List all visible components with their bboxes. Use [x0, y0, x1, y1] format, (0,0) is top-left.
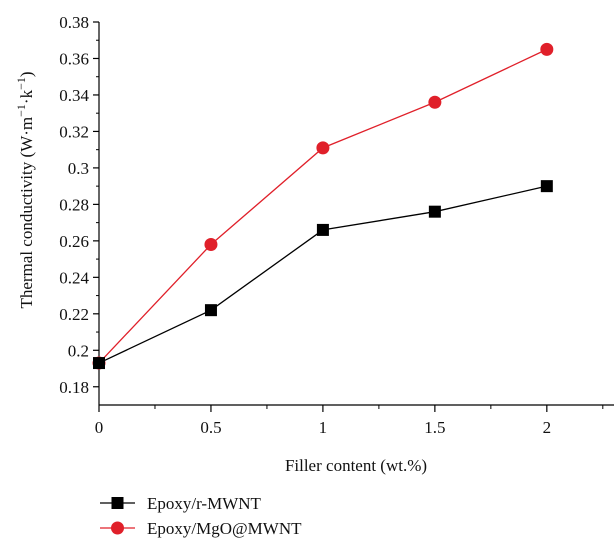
- y-tick-label: 0.32: [59, 122, 89, 141]
- legend: Epoxy/r-MWNT Epoxy/MgO@MWNT: [100, 494, 302, 538]
- y-tick-label: 0.36: [59, 49, 89, 68]
- y-axis-title-end: ): [17, 71, 36, 77]
- legend-label-mgo-mwnt: Epoxy/MgO@MWNT: [147, 519, 302, 538]
- legend-marker-circle: [111, 521, 124, 535]
- data-point-circle: [540, 42, 554, 56]
- legend-marker-square: [111, 497, 124, 509]
- y-axis-title-sup2: −1: [14, 77, 28, 90]
- x-tick-label: 2: [543, 418, 552, 437]
- data-point-circle: [316, 141, 330, 155]
- y-tick-label: 0.18: [59, 378, 89, 397]
- data-point-square: [204, 304, 217, 317]
- y-tick-label: 0.2: [68, 341, 89, 360]
- data-series: [92, 42, 554, 370]
- series-line-mgo-mwnt: [98, 48, 548, 364]
- y-tick-label: 0.28: [59, 195, 89, 214]
- y-tick-label: 0.3: [68, 159, 89, 178]
- series-line-r-mwnt: [98, 185, 547, 364]
- x-axis-title: Filler content (wt.%): [285, 456, 427, 475]
- y-axis-title-sup1: −1: [14, 104, 28, 117]
- y-axis-title: Thermal conductivity (W·m−1·k−1): [14, 71, 36, 308]
- data-point-square: [540, 180, 553, 193]
- x-tick-label: 1.5: [424, 418, 445, 437]
- y-tick-label: 0.26: [59, 232, 89, 251]
- data-point-square: [316, 223, 329, 236]
- data-point-square: [428, 205, 441, 218]
- data-point-square: [93, 357, 105, 370]
- data-point-circle: [428, 95, 442, 109]
- y-tick-label: 0.24: [59, 268, 89, 287]
- legend-label-r-mwnt: Epoxy/r-MWNT: [147, 494, 262, 513]
- y-tick-label: 0.38: [59, 13, 89, 32]
- axes: 0.18 0.2 0.22 0.24 0.26 0.28 0.3 0.32 0.34 0.36 0.…: [59, 13, 614, 437]
- x-tick-label: 1: [319, 418, 328, 437]
- y-tick-label: 0.34: [59, 86, 89, 105]
- x-tick-label: 0: [95, 418, 104, 437]
- y-tick-label: 0.22: [59, 305, 89, 324]
- x-tick-label: 0.5: [200, 418, 221, 437]
- data-point-circle: [204, 238, 218, 252]
- y-axis-title-mid: ·k: [17, 89, 36, 104]
- y-axis-title-main: Thermal conductivity (W·m: [17, 117, 36, 309]
